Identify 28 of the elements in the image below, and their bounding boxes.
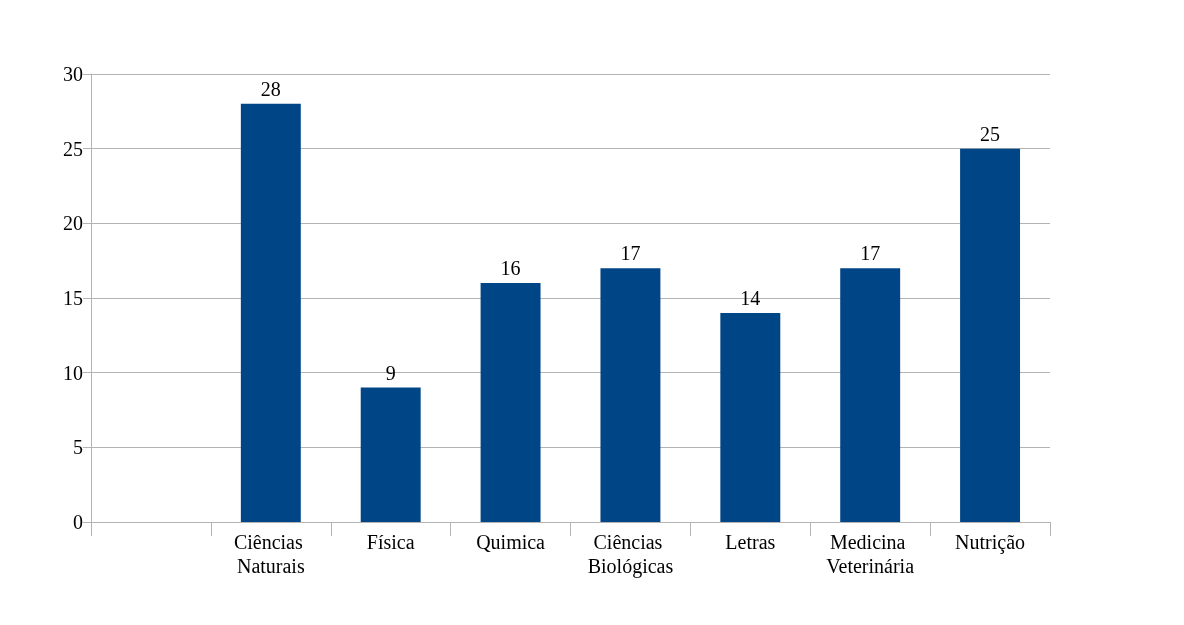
- bar: [360, 387, 421, 522]
- y-tick-label: 0: [73, 511, 83, 533]
- data-label: 9: [385, 361, 396, 384]
- bar: [720, 312, 781, 522]
- bar: [600, 268, 661, 522]
- x-tick-label: Nutrição: [955, 531, 1026, 554]
- bar: [480, 283, 541, 522]
- data-label: 28: [260, 77, 281, 100]
- bar: [960, 148, 1021, 522]
- x-tick-label: Ciências Biológicas: [587, 531, 674, 578]
- y-tick-label: 25: [63, 137, 83, 160]
- x-tick-label: Letras: [725, 531, 776, 553]
- data-label: 14: [740, 286, 761, 309]
- y-tick-label: 10: [63, 361, 83, 384]
- y-tick-label: 5: [73, 436, 83, 459]
- y-tick-label: 30: [63, 63, 83, 85]
- x-tick-label: Ciências Naturais: [233, 531, 308, 577]
- bar: [840, 268, 901, 522]
- data-label: 16: [500, 257, 521, 280]
- x-tick-label: Medicina Veterinária: [826, 531, 915, 577]
- x-tick-label: Física: [366, 531, 415, 553]
- data-label: 25: [980, 122, 1001, 145]
- data-label: 17: [860, 242, 881, 265]
- x-tick-label: Quimica: [476, 531, 546, 553]
- y-tick-label: 20: [63, 212, 83, 235]
- y-tick-label: 15: [63, 287, 83, 309]
- data-label: 17: [620, 242, 641, 265]
- bar: [240, 103, 301, 522]
